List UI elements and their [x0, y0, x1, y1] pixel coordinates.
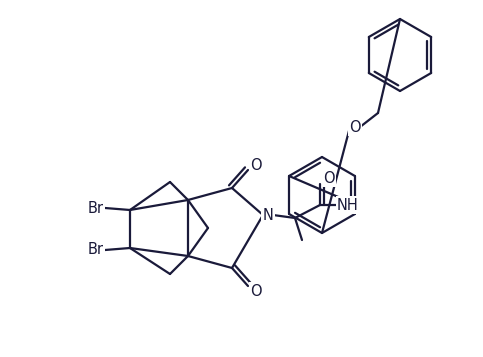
Text: NH: NH — [337, 197, 359, 212]
Text: O: O — [323, 171, 335, 186]
Text: O: O — [250, 283, 262, 298]
Text: O: O — [349, 120, 361, 135]
Text: Br: Br — [88, 201, 104, 216]
Text: O: O — [250, 157, 262, 172]
Text: Br: Br — [88, 242, 104, 257]
Text: N: N — [263, 207, 273, 222]
